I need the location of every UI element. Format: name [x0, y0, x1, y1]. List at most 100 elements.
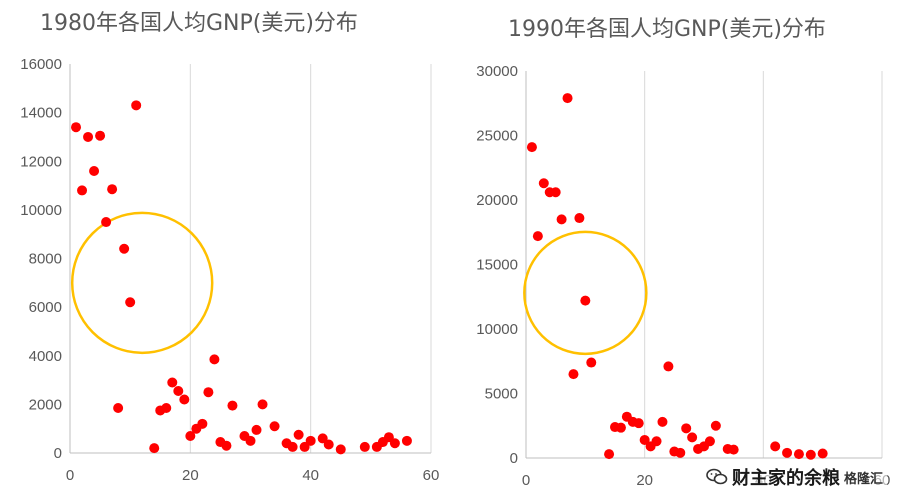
scatter-point: [287, 441, 298, 452]
x-tick-label: 40: [302, 467, 319, 484]
y-tick-label: 4000: [29, 348, 62, 365]
scatter-point: [305, 435, 316, 446]
scatter-point: [119, 243, 130, 254]
scatter-point: [269, 421, 280, 432]
scatter-point: [257, 399, 268, 410]
scatter-point: [728, 444, 739, 455]
scatter-point: [251, 424, 262, 435]
scatter-point: [185, 430, 196, 441]
scatter-point: [805, 449, 816, 460]
scatter-point: [197, 418, 208, 429]
scatter-point: [161, 403, 172, 414]
chart-1980: 1980年各国人均GNP(美元)分布 0 2000 4000 6000 8000 1000…: [20, 11, 439, 484]
y-tick-labels: 0 5000 10000 15000 20000 25000 30000: [476, 63, 518, 467]
scatter-point: [173, 386, 184, 397]
scatter-point: [83, 131, 94, 142]
scatter-point: [227, 400, 238, 411]
y-tick-label: 15000: [476, 257, 518, 274]
watermark-sub-text: 格隆汇: [843, 471, 883, 487]
scatter-point: [556, 214, 567, 225]
y-tick-label: 0: [510, 450, 518, 467]
scatter-point: [550, 187, 561, 198]
scatter-point: [663, 361, 674, 372]
highlight-ring: [70, 211, 214, 355]
scatter-point: [532, 231, 543, 242]
scatter-point: [401, 435, 412, 446]
scatter-point: [131, 100, 142, 111]
y-tick-label: 16000: [20, 56, 62, 73]
scatter-point: [245, 435, 256, 446]
y-tick-label: 10000: [20, 202, 62, 219]
y-tick-label: 14000: [20, 105, 62, 122]
scatter-point: [538, 178, 549, 189]
scatter-point: [323, 439, 334, 450]
scatter-point: [604, 449, 615, 460]
wechat-icon: [706, 468, 728, 486]
scatter-points: [71, 100, 412, 455]
x-tick-labels: 0 20 40 60: [66, 467, 440, 484]
chart-1990: 1990年各国人均GNP(美元)分布 0 5000 10000 15000 20000 2…: [476, 17, 890, 489]
scatter-point: [586, 357, 597, 368]
x-tick-label: 60: [423, 467, 440, 484]
scatter-point: [209, 354, 220, 365]
chart-title-1990: 1990年各国人均GNP(美元)分布: [508, 17, 826, 42]
scatter-points: [526, 93, 828, 460]
scatter-point: [568, 369, 579, 380]
scatter-point: [299, 441, 310, 452]
gridlines: [525, 71, 883, 459]
scatter-point: [77, 185, 88, 196]
scatter-point: [562, 93, 573, 104]
y-tick-label: 25000: [476, 128, 518, 145]
y-tick-label: 12000: [20, 153, 62, 170]
scatter-point: [203, 387, 214, 398]
scatter-point: [107, 184, 118, 195]
scatter-point: [651, 436, 662, 447]
scatter-point: [782, 447, 793, 458]
scatter-point: [657, 416, 668, 427]
gridlines: [69, 64, 432, 454]
scatter-point: [167, 377, 178, 388]
scatter-point: [179, 394, 190, 405]
scatter-point: [149, 443, 160, 454]
y-tick-label: 2000: [29, 396, 62, 413]
y-tick-label: 6000: [29, 299, 62, 316]
x-tick-label: 0: [522, 472, 530, 489]
scatter-point: [89, 165, 100, 176]
highlight-ring: [523, 230, 648, 356]
scatter-point: [221, 440, 232, 451]
scatter-point: [580, 295, 591, 306]
scatter-point: [817, 448, 828, 459]
scatter-point: [389, 438, 400, 449]
x-tick-label: 20: [636, 472, 653, 489]
y-tick-label: 30000: [476, 63, 518, 80]
scatter-point: [633, 418, 644, 429]
scatter-point: [101, 217, 112, 228]
y-tick-label: 10000: [476, 321, 518, 338]
scatter-point: [574, 213, 585, 224]
scatter-point: [526, 142, 537, 153]
scatter-point: [113, 403, 124, 414]
scatter-point: [639, 434, 650, 445]
scatter-point: [125, 297, 136, 308]
scatter-point: [317, 433, 328, 444]
y-tick-label: 5000: [485, 386, 518, 403]
scatter-point: [793, 449, 804, 460]
scatter-point: [681, 423, 692, 434]
highlight-circle: [70, 211, 214, 355]
scatter-point: [704, 436, 715, 447]
scatter-point: [95, 130, 106, 141]
scatter-point: [383, 432, 394, 443]
chart-title-1980: 1980年各国人均GNP(美元)分布: [40, 11, 358, 36]
x-tick-label: 20: [182, 467, 199, 484]
scatter-point: [335, 444, 346, 455]
watermark: 财主家的余粮 格隆汇: [701, 463, 887, 491]
scatter-point: [359, 441, 370, 452]
y-tick-label: 8000: [29, 251, 62, 268]
scatter-point: [293, 429, 304, 440]
watermark-text: 财主家的余粮: [731, 468, 840, 489]
x-tick-label: 0: [66, 467, 74, 484]
scatter-point: [687, 432, 698, 443]
scatter-point: [71, 122, 82, 133]
y-tick-labels: 0 2000 4000 6000 8000 10000 12000 14000 16000: [20, 56, 62, 462]
